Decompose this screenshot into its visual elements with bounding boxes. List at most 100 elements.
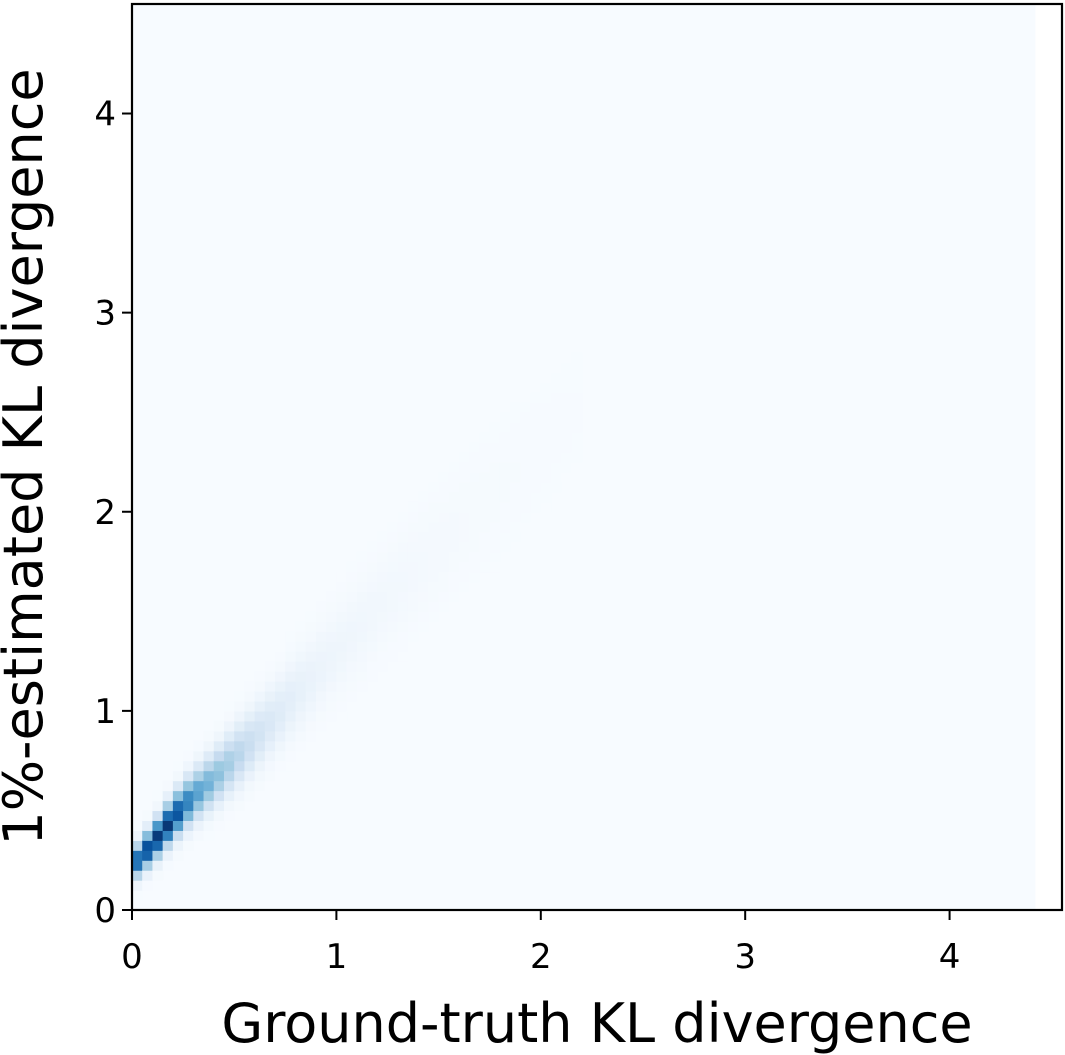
- heatmap-cell: [428, 601, 440, 612]
- heatmap-cell: [264, 661, 276, 672]
- heatmap-cell: [489, 481, 501, 493]
- heatmap-cell: [275, 690, 286, 702]
- heatmap-cell: [438, 551, 450, 563]
- heatmap-cell: [428, 471, 440, 483]
- heatmap-cell: [438, 521, 450, 533]
- heatmap-cell: [305, 720, 317, 732]
- heatmap-cell: [367, 551, 378, 563]
- heatmap-cell: [346, 641, 358, 652]
- heatmap-cell: [346, 690, 358, 702]
- heatmap-cell: [561, 471, 573, 483]
- heatmap-cell: [305, 661, 317, 672]
- heatmap-cell: [479, 442, 491, 453]
- heatmap-cell: [223, 770, 235, 782]
- heatmap-cell: [377, 551, 389, 563]
- heatmap-cell: [203, 760, 215, 772]
- heatmap-cell: [418, 601, 429, 612]
- heatmap-cell: [295, 740, 307, 752]
- heatmap-cell: [520, 392, 532, 403]
- heatmap-cell: [285, 730, 297, 742]
- heatmap-cell: [469, 442, 481, 453]
- heatmap-cell: [295, 720, 307, 732]
- heatmap-cell: [356, 671, 368, 682]
- heatmap-cell: [305, 740, 317, 752]
- heatmap-cell: [377, 611, 389, 622]
- heatmap-cell: [367, 651, 378, 662]
- heatmap-cell: [407, 641, 419, 652]
- heatmap-cell: [571, 432, 583, 443]
- heatmap-cell: [295, 710, 307, 722]
- heatmap-cell: [346, 561, 358, 573]
- heatmap-cell: [326, 611, 337, 622]
- x-tick-label: 4: [939, 937, 961, 977]
- heatmap-cell: [551, 422, 562, 433]
- heatmap-cell: [469, 491, 481, 503]
- heatmap-cell: [397, 561, 409, 573]
- heatmap-cell: [479, 531, 491, 543]
- heatmap-cell: [367, 561, 378, 573]
- heatmap-cell: [367, 601, 378, 612]
- heatmap-cell: [510, 481, 521, 493]
- heatmap-cell: [387, 621, 399, 632]
- heatmap-cell: [234, 770, 246, 782]
- heatmap-cell: [540, 412, 552, 423]
- heatmap-cell: [377, 571, 389, 583]
- heatmap-cell: [172, 810, 184, 821]
- heatmap-cell: [326, 671, 337, 682]
- heatmap-cell: [489, 551, 501, 563]
- heatmap-cell: [203, 730, 215, 742]
- heatmap-cell: [336, 601, 348, 612]
- heatmap-cell: [469, 461, 481, 473]
- heatmap-cell: [387, 631, 399, 642]
- heatmap-cell: [234, 790, 246, 802]
- heatmap-cell: [377, 541, 389, 553]
- heatmap-cell: [551, 372, 562, 383]
- heatmap-cell: [132, 890, 143, 901]
- heatmap-cell: [459, 591, 470, 602]
- heatmap-cell: [356, 661, 368, 672]
- heatmap-cell: [387, 561, 399, 573]
- heatmap-cell: [561, 412, 573, 423]
- heatmap-cell: [305, 681, 317, 692]
- x-axis-label: Ground-truth KL divergence: [221, 992, 972, 1055]
- heatmap-cell: [418, 581, 429, 593]
- heatmap-cell: [459, 541, 470, 553]
- heatmap-cell: [254, 671, 266, 682]
- heatmap-cell: [571, 362, 583, 373]
- heatmap-cell: [540, 402, 552, 413]
- heatmap-cell: [254, 740, 266, 752]
- heatmap-cell: [213, 750, 225, 762]
- heatmap-cell: [275, 651, 286, 662]
- heatmap-cell: [213, 770, 225, 782]
- heatmap-cell: [356, 611, 368, 622]
- heatmap-cell: [397, 611, 409, 622]
- heatmap-cell: [172, 850, 184, 861]
- heatmap-cell: [428, 501, 440, 513]
- heatmap-cell: [132, 860, 143, 871]
- heatmap-cell: [428, 581, 440, 593]
- heatmap-cell: [203, 740, 215, 752]
- heatmap-cell: [428, 561, 440, 573]
- heatmap-cell: [234, 730, 246, 742]
- heatmap-cell: [469, 521, 481, 533]
- heatmap-cell: [407, 571, 419, 583]
- heatmap-cell: [530, 442, 542, 453]
- heatmap-cell: [530, 452, 542, 463]
- heatmap-cell: [418, 541, 429, 553]
- heatmap-cell: [397, 651, 409, 662]
- heatmap-cell: [295, 671, 307, 682]
- heatmap-cell: [264, 671, 276, 682]
- heatmap-cell: [142, 880, 154, 891]
- heatmap-cell: [346, 581, 358, 593]
- heatmap-cell: [367, 541, 378, 553]
- heatmap-cell: [407, 611, 419, 622]
- heatmap-cell: [489, 521, 501, 533]
- heatmap-cell: [469, 481, 481, 493]
- heatmap-cell: [499, 471, 511, 483]
- heatmap-cell: [275, 700, 286, 712]
- heatmap-cell: [244, 690, 256, 702]
- heatmap-cell: [459, 531, 470, 543]
- heatmap-cell: [428, 541, 440, 553]
- heatmap-cell: [459, 561, 470, 573]
- heatmap-cell: [264, 760, 276, 772]
